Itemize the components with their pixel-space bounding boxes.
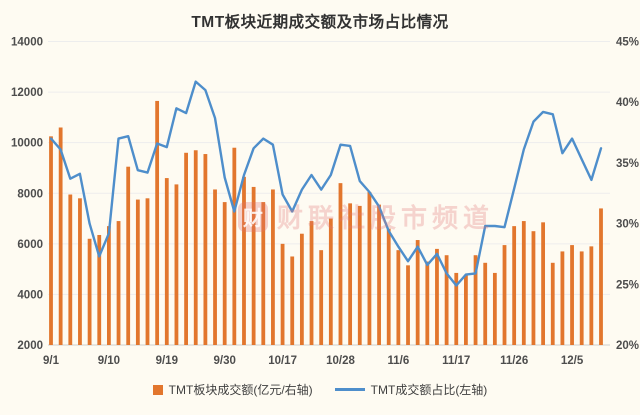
volume-bar [135,199,140,345]
x-axis-tick-label: 11/6 [387,355,409,367]
x-axis-tick-label: 10/28 [326,355,355,367]
legend-share-label: TMT成交额占比(左轴) [370,383,488,397]
line-swatch-icon [334,388,365,391]
legend-item-volume: TMT板块成交额(亿元/右轴) [152,381,313,398]
volume-bar [386,228,391,345]
volume-bar [560,251,565,345]
volume-bar [271,189,275,345]
volume-bar [367,191,372,345]
volume-bar [155,100,160,345]
volume-bar [483,262,488,345]
left-axis-tick-label: 6000 [17,239,43,251]
volume-bar [348,203,353,345]
volume-bar [203,154,208,345]
volume-bar [531,231,536,345]
volume-bar [106,226,111,345]
right-axis-tick-label: 40% [616,97,639,109]
volume-bar [512,226,517,345]
volume-bar [454,272,459,345]
right-axis-tick-label: 45% [616,37,639,49]
volume-bar [589,246,594,345]
volume-bar [328,218,333,345]
volume-bar [377,204,381,345]
volume-bar [174,184,179,345]
bar-swatch-icon [152,384,163,395]
x-axis-tick-label: 11/17 [442,355,470,367]
volume-bar [213,189,217,345]
volume-bar [599,208,603,345]
left-axis-tick-label: 12000 [11,87,43,99]
volume-bar [541,222,546,345]
volume-bar [464,275,468,345]
volume-bar [97,234,102,345]
legend-volume-label: TMT板块成交额(亿元/右轴) [168,383,313,397]
x-axis-tick-label: 10/17 [268,355,297,367]
volume-bar [232,147,237,345]
volume-bar [550,262,555,345]
volume-bar [473,255,478,345]
volume-bar [435,248,439,345]
volume-bar [145,198,150,345]
volume-bar [299,233,304,345]
volume-bar [319,250,324,345]
volume-bar [502,245,507,345]
volume-bar [492,272,497,345]
volume-bar [242,176,246,345]
volume-bar [222,202,227,345]
left-axis-tick-label: 4000 [17,289,43,301]
volume-bar [338,183,343,345]
volume-bar [261,202,266,345]
volume-bar [280,243,285,345]
chart-legend: TMT板块成交额(亿元/右轴) TMT成交额占比(左轴) [0,381,640,398]
volume-bar [116,221,121,345]
volume-bar [579,251,584,345]
volume-bar [184,152,188,345]
volume-bar [570,245,574,345]
volume-bar [406,265,410,345]
x-axis-tick-label: 11/26 [500,355,528,367]
x-axis-tick-label: 12/5 [561,355,584,367]
x-axis-tick-label: 9/30 [213,355,235,367]
x-axis-tick-label: 9/1 [43,355,60,367]
volume-bar [193,150,198,345]
volume-bar [126,166,131,345]
volume-bar [396,250,401,345]
x-axis-tick-label: 9/19 [156,355,178,367]
volume-bar [251,186,256,345]
share-line [49,80,603,287]
volume-bar [290,256,295,345]
volume-bar [58,127,63,345]
volume-bar [309,221,314,345]
left-axis-tick-label: 2000 [17,340,43,352]
volume-bar [357,205,362,345]
volume-bar [415,240,420,345]
left-axis-tick-label: 10000 [11,138,43,150]
volume-bar [425,261,430,345]
x-axis-tick-label: 9/10 [98,355,120,367]
right-axis-tick-label: 25% [616,279,639,291]
volume-bar [87,238,92,345]
volume-bar [68,194,73,345]
volume-bar [78,198,82,345]
volume-bar [49,136,53,345]
left-axis-tick-label: 8000 [17,188,43,200]
right-axis-tick-label: 35% [616,158,639,170]
legend-item-share: TMT成交额占比(左轴) [334,381,488,398]
volume-bar [521,221,526,345]
volume-bar [444,255,449,345]
volume-bar [164,178,169,345]
right-axis-tick-label: 20% [616,340,639,352]
chart-title: TMT板块近期成交额及市场占比情况 [191,14,449,31]
left-axis-tick-label: 14000 [11,37,43,49]
right-axis-tick-label: 30% [616,219,639,231]
